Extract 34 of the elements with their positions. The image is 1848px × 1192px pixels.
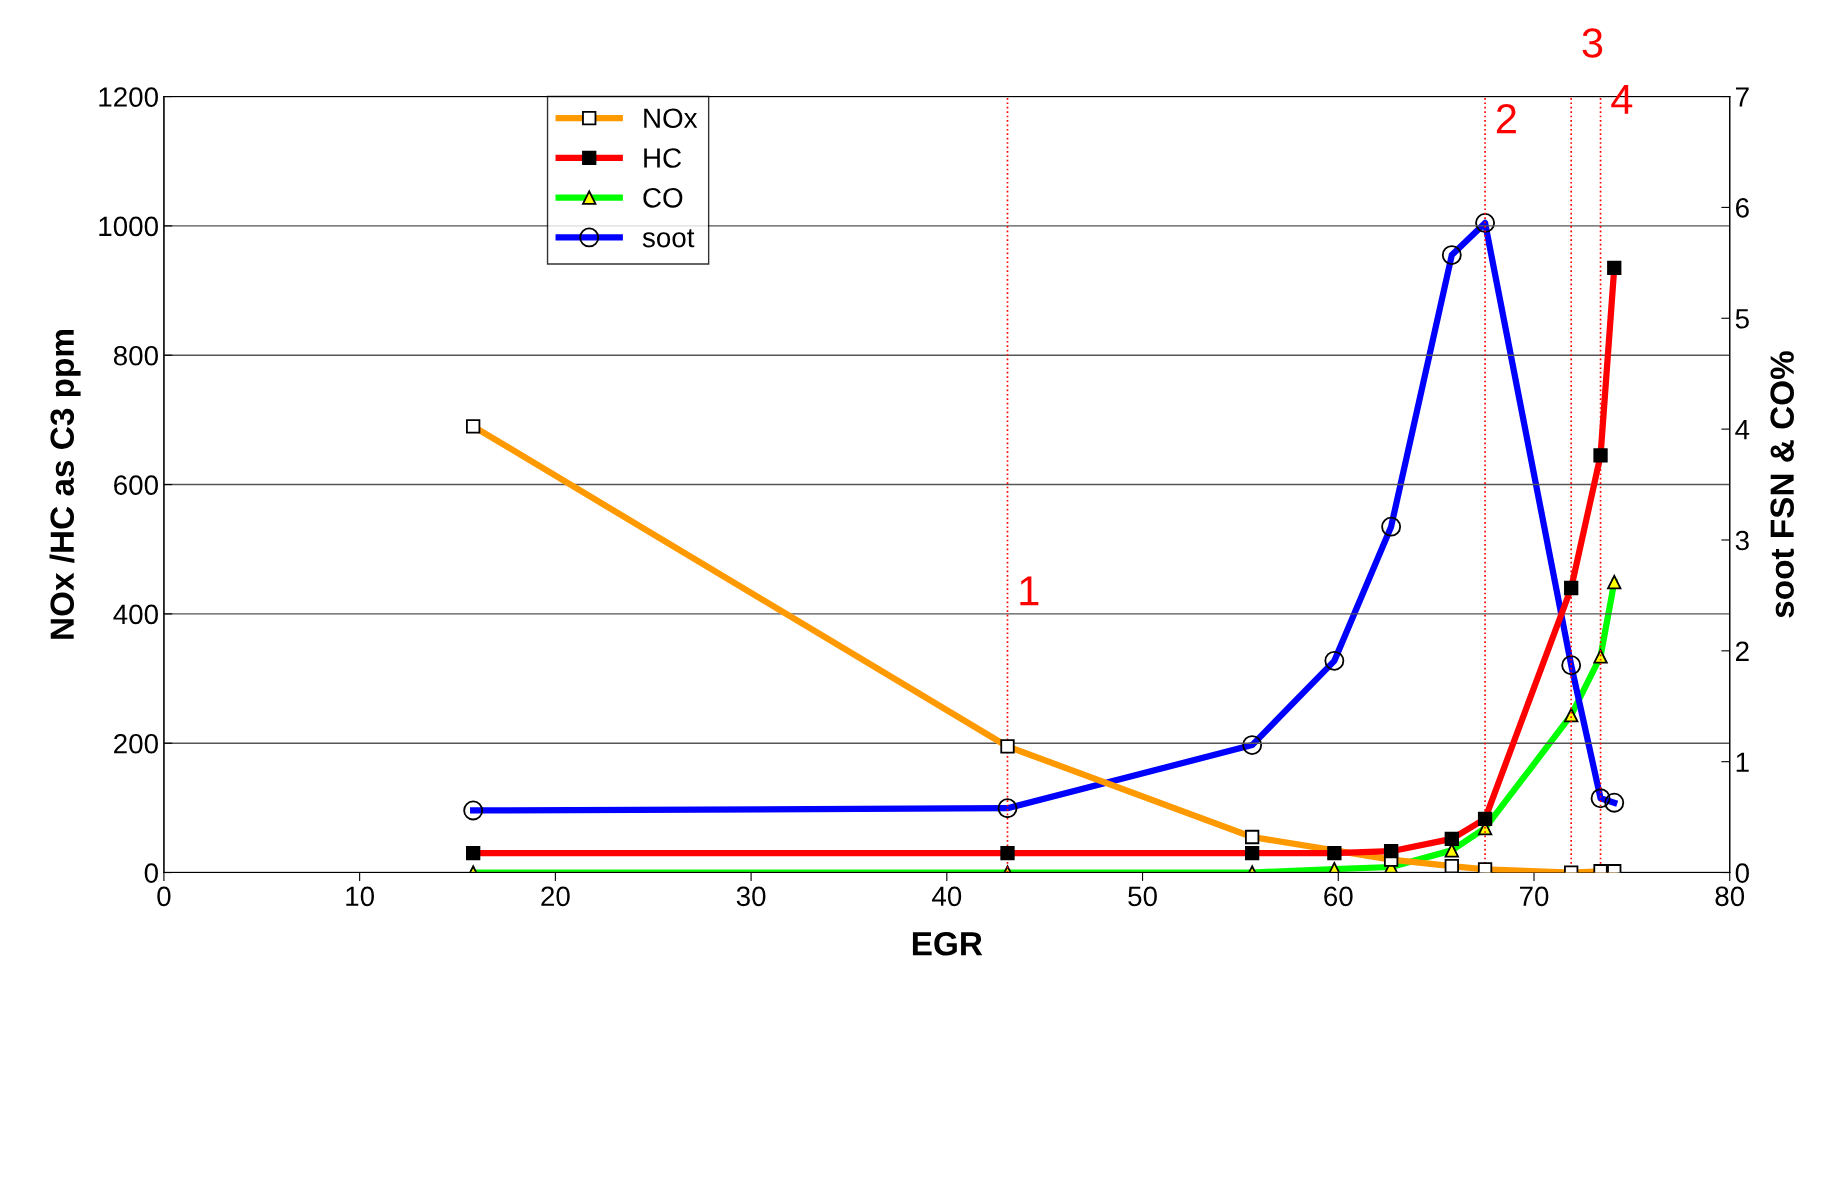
x-tick-label: 50 <box>1128 886 1157 907</box>
y2-tick-label: 3 <box>1735 530 1749 551</box>
y2-tick-label: 7 <box>1736 87 1749 107</box>
legend-label: HC <box>644 148 682 168</box>
y2-tick-label: 1 <box>1736 752 1749 772</box>
x-tick-label: 40 <box>932 886 962 907</box>
y2-tick-label: 4 <box>1735 420 1750 440</box>
y-tick-label: 600 <box>114 475 158 495</box>
x-tick-label: 30 <box>736 886 766 907</box>
x-tick-label: 60 <box>1324 886 1353 907</box>
x-tick-label: 20 <box>541 886 570 907</box>
y-tick-label: 0 <box>144 863 158 883</box>
legend-label: CO <box>643 187 683 208</box>
x-axis-title: EGR <box>912 931 983 956</box>
y2-tick-label: 5 <box>1735 309 1749 329</box>
y2-tick-label: 6 <box>1736 198 1749 218</box>
x-tick-label: 10 <box>346 886 375 907</box>
y2-axis-title: soot FSN & CO% <box>1770 351 1794 618</box>
legend-label: soot <box>642 229 695 248</box>
x-tick-label: 80 <box>1715 886 1745 907</box>
y-tick-label: 1200 <box>99 87 158 107</box>
annotation: 2 <box>1496 104 1516 134</box>
y-tick-label: 200 <box>114 733 158 754</box>
y-tick-label: 400 <box>113 604 158 625</box>
y-axis-title: NOx /HC as C3 ppm <box>49 330 81 639</box>
legend-label: NOx <box>644 108 698 129</box>
y-tick-label: 800 <box>113 345 158 366</box>
annotation: 3 <box>1582 28 1603 58</box>
y-tick-label: 1000 <box>99 216 158 237</box>
x-tick-label: 0 <box>157 886 171 907</box>
y2-tick-label: 0 <box>1735 863 1749 883</box>
annotation: 1 <box>1020 576 1039 606</box>
x-tick-label: 70 <box>1519 886 1549 907</box>
y2-tick-label: 2 <box>1735 641 1749 661</box>
